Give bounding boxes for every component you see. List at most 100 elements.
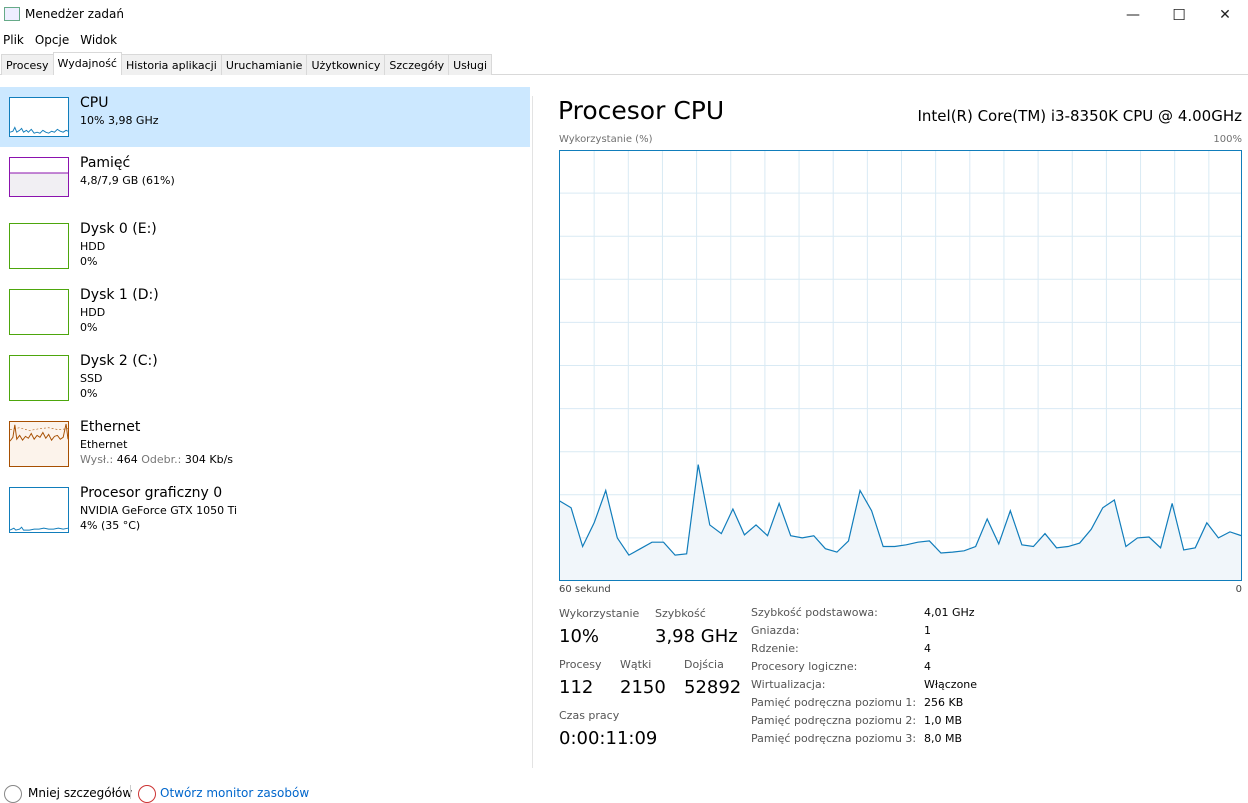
menu-widok[interactable]: Widok — [77, 30, 122, 50]
memory-thumbnail — [9, 157, 69, 197]
cpu-model: Intel(R) Core(TM) i3-8350K CPU @ 4.00GHz — [917, 107, 1242, 125]
x-axis-right-label: 0 — [1236, 584, 1242, 595]
processes-value: 112 — [559, 677, 593, 698]
disk1-thumbnail — [9, 289, 69, 335]
utilization-value: 10% — [559, 626, 599, 647]
speed-value: 3,98 GHz — [655, 626, 738, 647]
memory-label: Pamięć — [80, 155, 130, 171]
tab-historia-aplikacji[interactable]: Historia aplikacji — [121, 54, 222, 75]
sidebar-item-disk2[interactable]: Dysk 2 (C:) SSD 0% — [0, 345, 530, 411]
tab-uslugi[interactable]: Usługi — [448, 54, 492, 75]
gpu-model: NVIDIA GeForce GTX 1050 Ti — [80, 504, 237, 517]
disk1-usage: 0% — [80, 321, 97, 334]
window-title: Menedżer zadań — [25, 7, 124, 21]
memory-summary: 4,8/7,9 GB (61%) — [80, 174, 175, 187]
open-resource-monitor-link[interactable]: Otwórz monitor zasobów — [160, 786, 309, 800]
minimize-button[interactable]: — — [1110, 0, 1156, 30]
threads-value: 2150 — [620, 677, 666, 698]
menu-bar: Plik Opcje Widok — [0, 30, 125, 50]
tab-szczegoly[interactable]: Szczegóły — [384, 54, 449, 75]
tab-uruchamianie[interactable]: Uruchamianie — [221, 54, 308, 75]
disk0-thumbnail — [9, 223, 69, 269]
task-manager-icon — [4, 7, 20, 21]
detail-row: Gniazda:1 — [751, 624, 977, 642]
disk2-type: SSD — [80, 372, 102, 385]
x-axis-left-label: 60 sekund — [559, 584, 611, 595]
detail-value: 8,0 MB — [924, 732, 962, 750]
tab-bar: Procesy Wydajność Historia aplikacji Uru… — [0, 52, 1248, 75]
processes-label: Procesy — [559, 658, 602, 671]
sidebar-item-ethernet[interactable]: Ethernet Ethernet Wysł.: 464 Odebr.: 304… — [0, 411, 530, 477]
sidebar-item-memory[interactable]: Pamięć 4,8/7,9 GB (61%) — [0, 147, 530, 213]
menu-plik[interactable]: Plik — [0, 30, 29, 50]
detail-row: Pamięć podręczna poziomu 3:8,0 MB — [751, 732, 977, 750]
detail-row: Pamięć podręczna poziomu 2:1,0 MB — [751, 714, 977, 732]
detail-row: Rdzenie:4 — [751, 642, 977, 660]
detail-value: 4 — [924, 642, 931, 660]
cpu-summary: 10% 3,98 GHz — [80, 114, 159, 127]
resource-list: CPU 10% 3,98 GHz Pamięć 4,8/7,9 GB (61%)… — [0, 87, 530, 543]
tab-wydajnosc[interactable]: Wydajność — [53, 52, 122, 75]
disk0-usage: 0% — [80, 255, 97, 268]
sidebar-item-disk0[interactable]: Dysk 0 (E:) HDD 0% — [0, 213, 530, 279]
gpu-thumbnail — [9, 487, 69, 533]
detail-key: Pamięć podręczna poziomu 2: — [751, 714, 924, 732]
footer: Mniej szczegółów Otwórz monitor zasobów — [0, 783, 600, 803]
speed-label: Szybkość — [655, 607, 706, 620]
detail-value: 1,0 MB — [924, 714, 962, 732]
ethernet-label: Ethernet — [80, 419, 140, 435]
fewer-details-link[interactable]: Mniej szczegółów — [28, 786, 132, 800]
detail-key: Wirtualizacja: — [751, 678, 924, 696]
detail-key: Szybkość podstawowa: — [751, 606, 924, 624]
close-button[interactable]: ✕ — [1202, 0, 1248, 30]
detail-key: Rdzenie: — [751, 642, 924, 660]
detail-row: Wirtualizacja:Włączone — [751, 678, 977, 696]
usage-area — [560, 465, 1242, 581]
title-bar: Menedżer zadań — ☐ ✕ — [0, 0, 1248, 30]
detail-key: Pamięć podręczna poziomu 3: — [751, 732, 924, 750]
menu-opcje[interactable]: Opcje — [32, 30, 74, 50]
threads-label: Wątki — [620, 658, 651, 671]
y-axis-max: 100% — [1213, 134, 1242, 145]
pane-divider[interactable] — [532, 96, 533, 768]
resource-monitor-icon — [138, 785, 156, 803]
detail-key: Gniazda: — [751, 624, 924, 642]
disk0-label: Dysk 0 (E:) — [80, 221, 157, 237]
cpu-thumbnail — [9, 97, 69, 137]
disk2-thumbnail — [9, 355, 69, 401]
disk1-label: Dysk 1 (D:) — [80, 287, 159, 303]
detail-value: 1 — [924, 624, 931, 642]
detail-value: Włączone — [924, 678, 977, 696]
cpu-usage-chart — [559, 150, 1242, 581]
detail-row: Procesory logiczne:4 — [751, 660, 977, 678]
detail-key: Pamięć podręczna poziomu 1: — [751, 696, 924, 714]
detail-row: Szybkość podstawowa:4,01 GHz — [751, 606, 977, 624]
sidebar-item-disk1[interactable]: Dysk 1 (D:) HDD 0% — [0, 279, 530, 345]
tab-uzytkownicy[interactable]: Użytkownicy — [306, 54, 385, 75]
y-axis-label: Wykorzystanie (%) — [559, 134, 652, 145]
sidebar-item-cpu[interactable]: CPU 10% 3,98 GHz — [0, 87, 530, 147]
chevron-up-icon[interactable] — [4, 785, 22, 803]
page-title: Procesor CPU — [558, 96, 724, 125]
cpu-label: CPU — [80, 95, 108, 111]
disk2-label: Dysk 2 (C:) — [80, 353, 158, 369]
detail-key: Procesory logiczne: — [751, 660, 924, 678]
maximize-button[interactable]: ☐ — [1156, 0, 1202, 30]
ethernet-throughput: Wysł.: 464 Odebr.: 304 Kb/s — [80, 453, 233, 466]
ethernet-thumbnail — [9, 421, 69, 467]
detail-row: Pamięć podręczna poziomu 1:256 KB — [751, 696, 977, 714]
disk0-type: HDD — [80, 240, 105, 253]
sidebar-item-gpu[interactable]: Procesor graficzny 0 NVIDIA GeForce GTX … — [0, 477, 530, 543]
footer-separator — [130, 785, 131, 799]
disk1-type: HDD — [80, 306, 105, 319]
detail-value: 4 — [924, 660, 931, 678]
handles-value: 52892 — [684, 677, 741, 698]
disk2-usage: 0% — [80, 387, 97, 400]
ethernet-adapter: Ethernet — [80, 438, 127, 451]
handles-label: Dojścia — [684, 658, 724, 671]
tab-procesy[interactable]: Procesy — [1, 54, 54, 75]
gpu-label: Procesor graficzny 0 — [80, 485, 222, 501]
detail-value: 4,01 GHz — [924, 606, 975, 624]
detail-value: 256 KB — [924, 696, 963, 714]
